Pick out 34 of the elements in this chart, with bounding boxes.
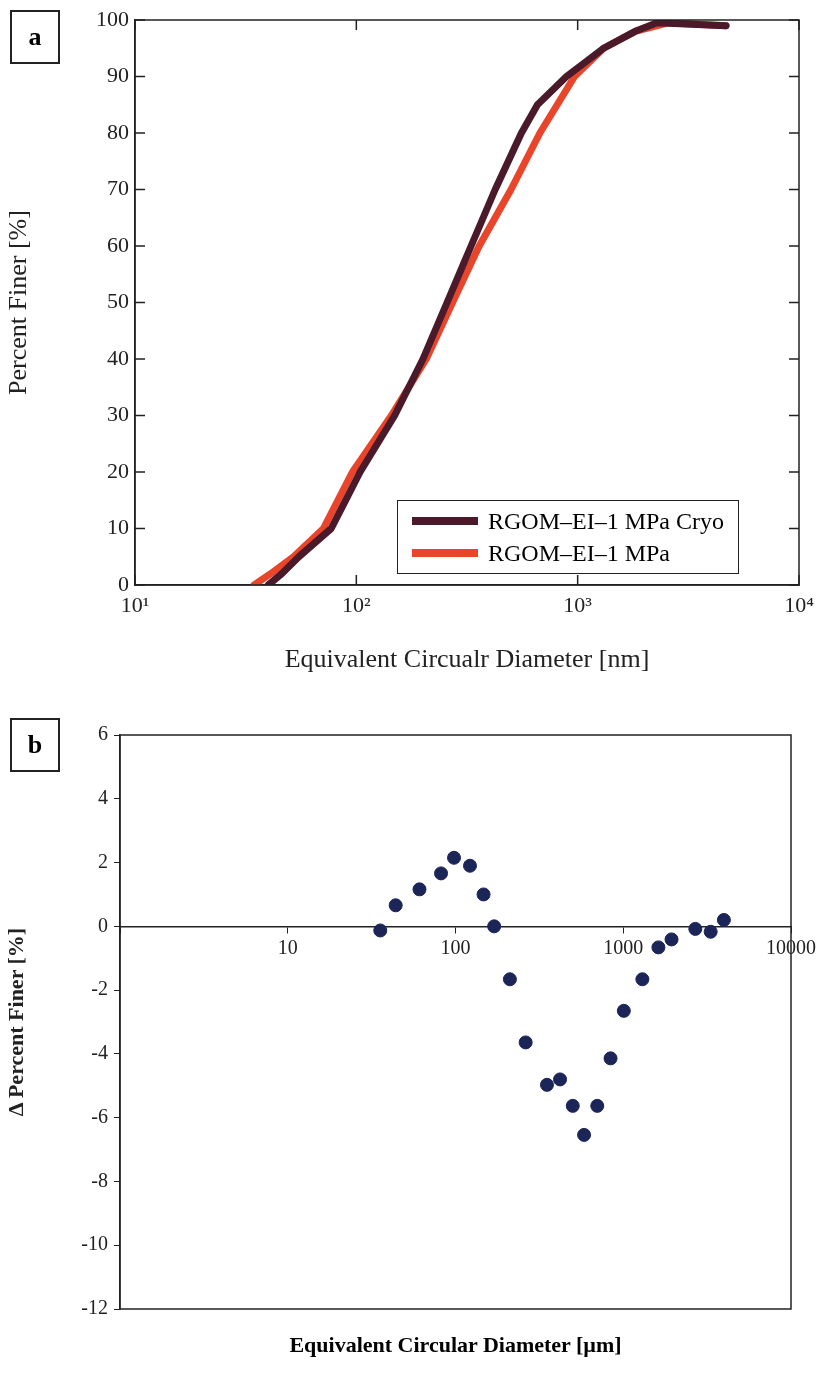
legend-label: RGOM–EI–1 MPa [488, 539, 671, 567]
text: a [10, 10, 60, 64]
y-axis-title: Δ Percent Finer [%] [2, 927, 28, 1117]
y-tick-label: 30 [107, 401, 129, 427]
x-tick-label: 100 [440, 935, 471, 958]
y-tick-label: 60 [107, 231, 129, 257]
text: b [10, 718, 60, 772]
x-axis-title: Equivalent Circular Diameter [µm] [288, 1332, 623, 1358]
y-axis-title: Percent Finer [%] [3, 210, 33, 395]
y-tick-label: 90 [107, 62, 129, 88]
y-tick-label: -12 [81, 1296, 108, 1319]
x-tick-label: 10 [277, 935, 298, 958]
y-tick-label: 70 [107, 175, 129, 201]
x-tick-label: 1000 [603, 935, 644, 958]
x-tick-label: 10² [342, 591, 372, 617]
y-tick-label: 50 [107, 288, 129, 314]
x-tick-label: 10⁴ [784, 591, 815, 617]
y-tick-label: -4 [91, 1041, 108, 1064]
x-tick-label: 10³ [563, 591, 593, 617]
y-tick-label: -6 [91, 1104, 108, 1127]
y-tick-label: -10 [81, 1232, 108, 1255]
y-tick-label: -2 [91, 977, 108, 1000]
y-tick-label: 100 [96, 5, 129, 31]
y-tick-label: 10 [107, 514, 129, 540]
y-tick-label: 2 [98, 849, 108, 872]
y-tick-label: 40 [107, 344, 129, 370]
y-tick-label: -8 [91, 1168, 108, 1191]
y-tick-label: 20 [107, 457, 129, 483]
y-tick-label: 4 [98, 786, 108, 809]
y-tick-label: 6 [98, 722, 108, 745]
y-tick-label: 0 [98, 913, 108, 936]
y-tick-label: 80 [107, 118, 129, 144]
x-axis-title: Equivalent Circualr Diameter [nm] [284, 644, 650, 674]
legend-label: RGOM–EI–1 MPa Cryo [488, 507, 725, 535]
